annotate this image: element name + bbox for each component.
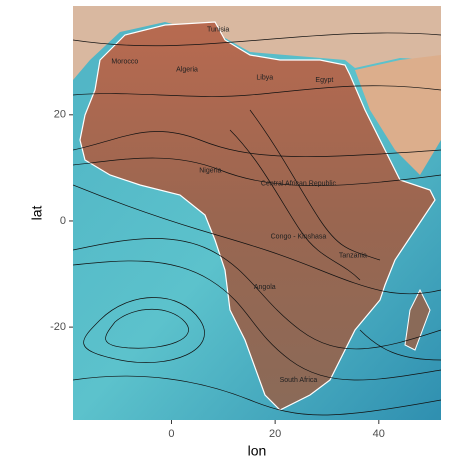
place-labels: Tunisia Morocco Algeria Libya Egypt Nigeria Ce…: [111, 27, 367, 384]
place-label: Tunisia: [207, 27, 229, 34]
contour: [73, 260, 441, 381]
contour: [73, 238, 441, 350]
contour: [229, 129, 361, 281]
contour: [73, 375, 441, 416]
madagascar: [404, 288, 431, 351]
y-axis-title: lat: [29, 206, 45, 221]
place-label: South Africa: [280, 377, 318, 384]
place-label: Libya: [256, 74, 273, 81]
x-tick-label: 0: [168, 428, 174, 440]
y-tick-label: 20: [54, 109, 66, 121]
map-panel: Tunisia Morocco Algeria Libya Egypt Nigeria Ce…: [73, 6, 441, 420]
x-axis-title: lon: [248, 443, 267, 459]
contour: [249, 109, 381, 261]
africa: [79, 21, 436, 411]
contour: [73, 85, 441, 97]
x-tick-label: 40: [373, 428, 385, 440]
axes: 0 20 40 -20 0 20: [50, 109, 385, 440]
europe: [73, 6, 441, 80]
contour: [359, 329, 441, 361]
place-label: Congo - Kinshasa: [271, 234, 327, 241]
contour: [73, 157, 441, 187]
y-tick-label: -20: [50, 321, 66, 333]
x-tick-label: 20: [269, 428, 281, 440]
place-label: Tanzania: [339, 252, 367, 259]
arabia: [355, 55, 441, 175]
contour: [73, 184, 441, 295]
contour: [73, 32, 441, 47]
place-label: Morocco: [111, 59, 138, 66]
contour: [83, 297, 205, 363]
y-tick-label: 0: [60, 215, 66, 227]
contour: [105, 308, 189, 349]
place-label: Central African Republic: [261, 181, 337, 188]
place-label: Nigeria: [199, 167, 221, 174]
contour: [73, 131, 441, 157]
contours: [73, 32, 441, 416]
place-label: Angola: [254, 284, 276, 291]
place-label: Egypt: [315, 77, 333, 84]
place-label: Algeria: [176, 67, 198, 74]
